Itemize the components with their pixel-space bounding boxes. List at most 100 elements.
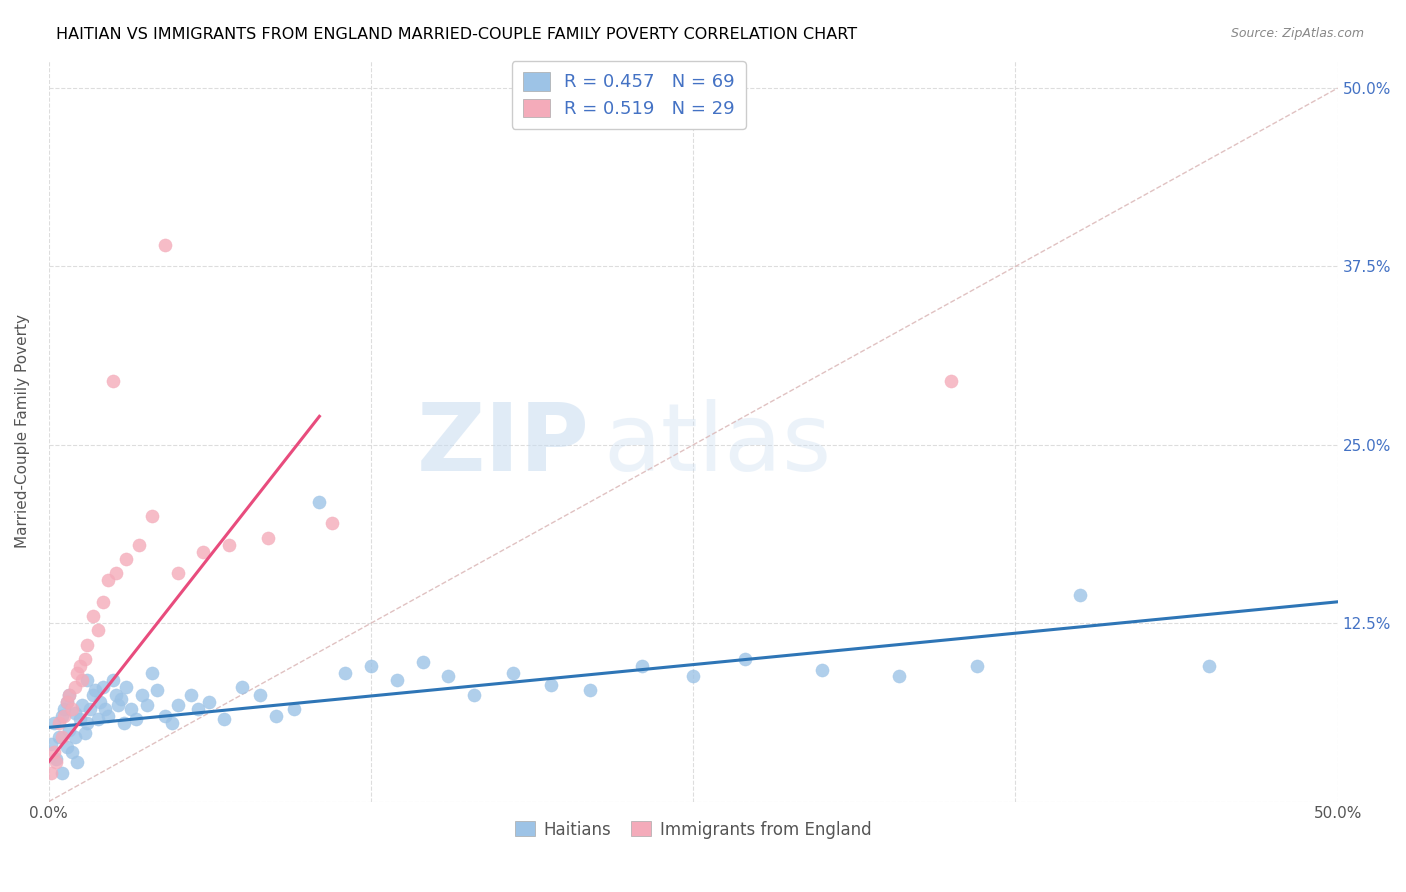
Point — [187, 702, 209, 716]
Point — [72, 698, 94, 712]
Point — [91, 681, 114, 695]
Point — [437, 669, 460, 683]
Text: atlas: atlas — [603, 400, 831, 491]
Point — [385, 673, 408, 688]
Point — [125, 712, 148, 726]
Point — [249, 688, 271, 702]
Point — [87, 624, 110, 638]
Point — [180, 688, 202, 702]
Point — [79, 702, 101, 716]
Point — [66, 666, 89, 681]
Point — [89, 695, 111, 709]
Point — [231, 681, 253, 695]
Point — [579, 683, 602, 698]
Point — [1198, 659, 1220, 673]
Point — [141, 509, 163, 524]
Point — [76, 673, 98, 688]
Point — [48, 731, 70, 745]
Point — [63, 731, 86, 745]
Point — [502, 666, 524, 681]
Point — [264, 709, 287, 723]
Point — [76, 716, 98, 731]
Point — [63, 706, 86, 720]
Point — [60, 745, 83, 759]
Point — [82, 609, 104, 624]
Point — [141, 666, 163, 681]
Point — [42, 745, 65, 759]
Y-axis label: Married-Couple Family Poverty: Married-Couple Family Poverty — [15, 314, 30, 548]
Point — [104, 688, 127, 702]
Point — [135, 698, 157, 712]
Point — [131, 688, 153, 702]
Point — [128, 538, 150, 552]
Point — [45, 755, 67, 769]
Point — [58, 723, 80, 738]
Point — [84, 683, 107, 698]
Point — [308, 495, 330, 509]
Point — [58, 688, 80, 702]
Point — [197, 695, 219, 709]
Point — [103, 673, 125, 688]
Point — [69, 712, 91, 726]
Point — [48, 716, 70, 731]
Point — [69, 659, 91, 673]
Point — [41, 766, 63, 780]
Point — [76, 638, 98, 652]
Text: ZIP: ZIP — [418, 400, 591, 491]
Point — [97, 709, 120, 723]
Point — [1069, 588, 1091, 602]
Point — [41, 738, 63, 752]
Point — [939, 374, 962, 388]
Point — [73, 652, 96, 666]
Point — [540, 677, 562, 691]
Point — [335, 666, 357, 681]
Point — [97, 574, 120, 588]
Point — [166, 566, 188, 581]
Point — [166, 698, 188, 712]
Point — [734, 652, 756, 666]
Point — [53, 702, 76, 716]
Point — [87, 712, 110, 726]
Point — [51, 766, 73, 780]
Point — [966, 659, 988, 673]
Point — [56, 740, 79, 755]
Point — [889, 669, 911, 683]
Point — [63, 681, 86, 695]
Point — [120, 702, 142, 716]
Point — [212, 712, 235, 726]
Point — [110, 691, 132, 706]
Point — [94, 702, 117, 716]
Point — [153, 709, 176, 723]
Point — [360, 659, 382, 673]
Point — [115, 681, 138, 695]
Point — [257, 531, 280, 545]
Point — [60, 702, 83, 716]
Legend: Haitians, Immigrants from England: Haitians, Immigrants from England — [509, 814, 877, 846]
Point — [162, 716, 184, 731]
Point — [72, 673, 94, 688]
Point — [682, 669, 704, 683]
Point — [321, 516, 343, 531]
Point — [53, 709, 76, 723]
Point — [51, 709, 73, 723]
Point — [66, 755, 89, 769]
Point — [218, 538, 240, 552]
Point — [103, 374, 125, 388]
Point — [811, 663, 834, 677]
Point — [283, 702, 305, 716]
Point — [463, 688, 485, 702]
Point — [58, 688, 80, 702]
Point — [630, 659, 652, 673]
Point — [91, 595, 114, 609]
Point — [73, 726, 96, 740]
Point — [51, 731, 73, 745]
Point — [412, 655, 434, 669]
Point — [107, 698, 129, 712]
Point — [115, 552, 138, 566]
Point — [104, 566, 127, 581]
Point — [193, 545, 215, 559]
Point — [42, 716, 65, 731]
Point — [153, 238, 176, 252]
Point — [45, 752, 67, 766]
Text: Source: ZipAtlas.com: Source: ZipAtlas.com — [1230, 27, 1364, 40]
